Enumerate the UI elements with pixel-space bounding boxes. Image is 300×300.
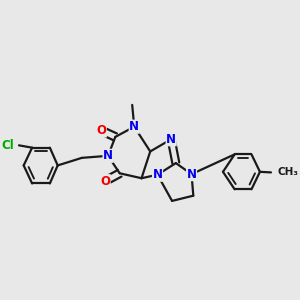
Text: N: N — [103, 149, 113, 162]
Text: N: N — [166, 133, 176, 146]
Text: N: N — [187, 168, 196, 181]
Text: Cl: Cl — [1, 139, 14, 152]
Text: O: O — [100, 175, 110, 188]
Text: N: N — [152, 168, 163, 181]
Text: O: O — [96, 124, 106, 137]
Text: CH₃: CH₃ — [278, 167, 298, 177]
Text: N: N — [129, 120, 139, 133]
